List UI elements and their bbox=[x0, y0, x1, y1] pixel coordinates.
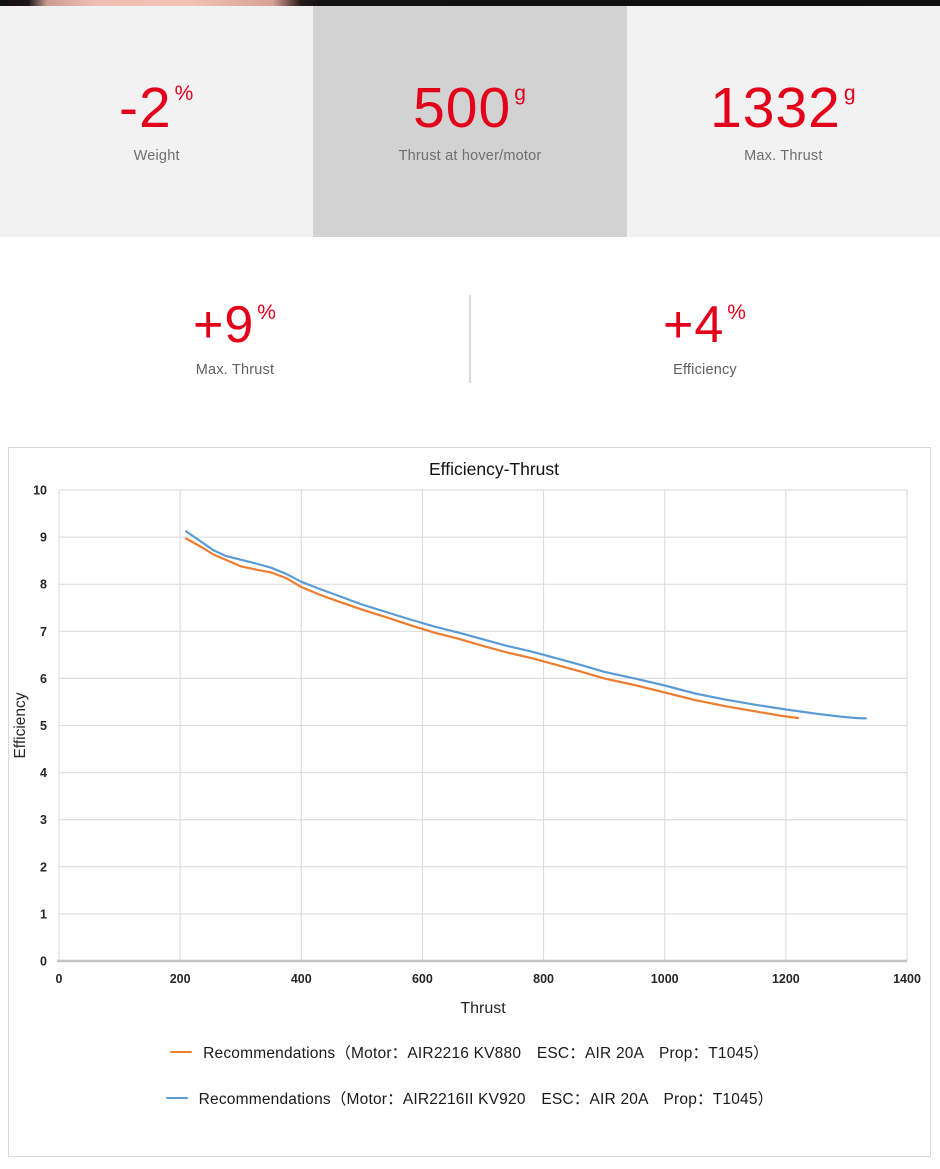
stat-max-thrust-gain-value: +9 % bbox=[193, 299, 277, 351]
stat-weight: -2 % Weight bbox=[0, 6, 314, 237]
vertical-divider bbox=[469, 295, 471, 383]
svg-text:8: 8 bbox=[40, 578, 47, 592]
stat-max-thrust-gain: +9 % Max. Thrust bbox=[0, 237, 470, 440]
svg-text:1000: 1000 bbox=[651, 972, 679, 986]
stat-unit: % bbox=[174, 81, 195, 105]
stat-weight-label: Weight bbox=[133, 147, 180, 164]
stat-number: +4 bbox=[663, 296, 725, 354]
svg-text:600: 600 bbox=[412, 972, 433, 986]
svg-text:5: 5 bbox=[40, 719, 47, 733]
legend-label: Recommendations（Motor：AIR2216 KV880 ESC：… bbox=[203, 1045, 769, 1062]
legend-item-kv920: Recommendations（Motor：AIR2216II KV920 ES… bbox=[9, 1086, 930, 1110]
svg-text:400: 400 bbox=[291, 972, 312, 986]
primary-stats-row: -2 % Weight 500 g Thrust at hover/motor … bbox=[0, 6, 940, 237]
stat-number: +9 bbox=[193, 296, 255, 354]
legend-item-kv880: Recommendations（Motor：AIR2216 KV880 ESC：… bbox=[9, 1040, 930, 1064]
stat-max-thrust-label: Max. Thrust bbox=[744, 147, 823, 164]
svg-text:1: 1 bbox=[40, 907, 47, 921]
series-blue-line-marker bbox=[165, 1096, 188, 1100]
stat-efficiency-gain: +4 % Efficiency bbox=[470, 237, 940, 440]
stat-hover-thrust: 500 g Thrust at hover/motor bbox=[313, 6, 627, 237]
stat-max-thrust: 1332 g Max. Thrust bbox=[626, 6, 940, 237]
svg-text:200: 200 bbox=[170, 972, 191, 986]
svg-text:9: 9 bbox=[40, 531, 47, 545]
hero-photo-edge bbox=[0, 0, 940, 6]
svg-text:10: 10 bbox=[33, 484, 47, 498]
svg-text:3: 3 bbox=[40, 813, 47, 827]
svg-text:Efficiency-Thrust: Efficiency-Thrust bbox=[429, 459, 559, 479]
svg-text:2: 2 bbox=[40, 860, 47, 874]
series-orange-line-marker bbox=[170, 1050, 193, 1054]
svg-text:Thrust: Thrust bbox=[460, 1000, 506, 1017]
legend-label: Recommendations（Motor：AIR2216II KV920 ES… bbox=[198, 1091, 774, 1108]
chart-canvas: 0 1 2 3 4 5 6 7 8 9 10 0 200 400 600 800 1000 1200 1400 Eff… bbox=[12, 459, 921, 1017]
stat-unit: % bbox=[257, 301, 277, 324]
comparison-stats-row: +9 % Max. Thrust +4 % Efficiency bbox=[0, 237, 940, 440]
stat-efficiency-gain-value: +4 % bbox=[663, 299, 747, 351]
svg-text:1400: 1400 bbox=[893, 972, 921, 986]
stat-weight-value: -2 % bbox=[118, 75, 195, 140]
stat-unit: g bbox=[843, 81, 857, 105]
svg-text:0: 0 bbox=[40, 955, 47, 969]
stat-max-thrust-value: 1332 g bbox=[710, 75, 857, 140]
stat-hover-thrust-value: 500 g bbox=[413, 75, 527, 140]
svg-text:6: 6 bbox=[40, 672, 47, 686]
stat-number: -2 bbox=[118, 75, 172, 140]
chart-legend: Recommendations（Motor：AIR2216 KV880 ESC：… bbox=[9, 1040, 930, 1132]
stat-number: 500 bbox=[413, 75, 512, 140]
svg-text:4: 4 bbox=[40, 766, 47, 780]
stat-max-thrust-gain-label: Max. Thrust bbox=[195, 362, 275, 378]
stat-number: 1332 bbox=[710, 75, 841, 140]
svg-text:800: 800 bbox=[533, 972, 554, 986]
stat-unit: % bbox=[727, 301, 747, 324]
svg-text:Efficiency: Efficiency bbox=[12, 692, 29, 758]
stat-efficiency-gain-label: Efficiency bbox=[673, 362, 737, 378]
stat-unit: g bbox=[514, 81, 527, 105]
svg-text:1200: 1200 bbox=[772, 972, 800, 986]
svg-text:0: 0 bbox=[56, 972, 63, 986]
efficiency-thrust-chart: 0 1 2 3 4 5 6 7 8 9 10 0 200 400 600 800 1000 1200 1400 Eff… bbox=[8, 447, 931, 1157]
svg-text:7: 7 bbox=[40, 625, 47, 639]
stat-hover-thrust-label: Thrust at hover/motor bbox=[398, 147, 542, 164]
